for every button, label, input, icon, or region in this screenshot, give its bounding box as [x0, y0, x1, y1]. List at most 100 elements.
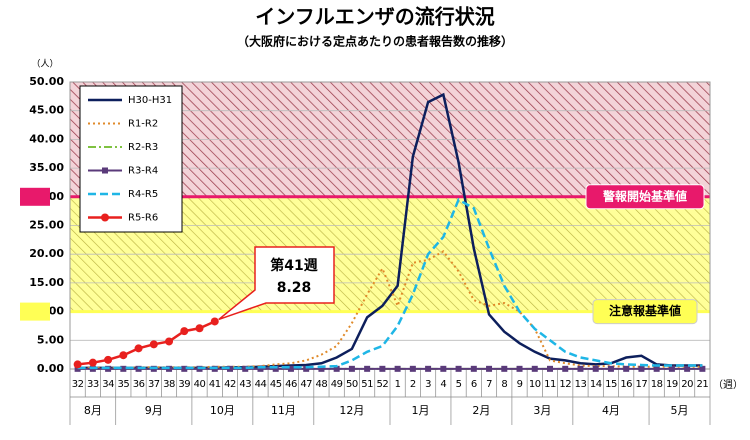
point-marker	[547, 365, 553, 372]
threshold-label-box	[592, 299, 698, 325]
month-label: 5月	[671, 404, 689, 417]
x-tick-label: 45	[270, 379, 282, 390]
point-marker	[577, 365, 584, 372]
point-marker	[638, 365, 645, 372]
point-marker	[303, 365, 310, 372]
x-tick-label: 4	[440, 379, 446, 390]
x-tick-label: 42	[224, 379, 236, 390]
y-tick-label: 25.00	[29, 219, 64, 232]
x-tick-label: 33	[87, 379, 99, 390]
x-tick-label: 46	[285, 379, 297, 390]
x-tick-label: 8	[501, 379, 507, 390]
x-tick-label: 3	[425, 379, 431, 390]
x-tick-label: 40	[194, 379, 206, 390]
point-marker	[592, 365, 599, 372]
threshold-left-marker	[20, 187, 50, 206]
point-marker	[318, 365, 325, 372]
x-tick-label: 11	[544, 379, 556, 390]
month-label: 10月	[210, 404, 235, 417]
point-marker	[227, 365, 233, 372]
x-tick-label: 1	[395, 379, 401, 390]
point-marker	[134, 344, 143, 353]
x-tick-label: 37	[148, 379, 160, 390]
x-tick-label: 18	[651, 379, 663, 390]
x-tick-label: 51	[361, 379, 373, 390]
point-marker	[364, 365, 371, 372]
x-tick-label: 7	[486, 379, 492, 390]
month-label: 3月	[533, 404, 551, 417]
month-label: 9月	[145, 404, 163, 417]
point-marker	[180, 327, 189, 336]
x-tick-label: 41	[209, 379, 221, 390]
point-marker	[531, 365, 538, 372]
point-marker	[165, 337, 174, 346]
point-marker	[272, 365, 279, 372]
point-marker	[104, 355, 113, 364]
month-label: 8月	[84, 404, 102, 417]
legend-label: R3-R4	[128, 166, 158, 177]
y-tick-label: 5.00	[37, 333, 64, 346]
x-tick-label: 43	[239, 379, 251, 390]
y-unit: （人）	[31, 59, 58, 70]
x-tick-label: 17	[636, 379, 648, 390]
x-tick-label: 5	[456, 379, 462, 390]
legend-label: R2-R3	[128, 142, 158, 153]
point-marker	[257, 365, 264, 372]
y-tick-label: 15.00	[29, 276, 64, 289]
chart-title: インフルエンザの流行状況	[255, 5, 494, 29]
x-tick-label: 15	[605, 379, 617, 390]
point-marker	[668, 365, 675, 372]
legend-label: R5-R6	[128, 213, 158, 224]
point-marker	[684, 365, 691, 372]
point-marker	[73, 360, 82, 369]
point-marker	[195, 324, 204, 333]
y-tick-label: 35.00	[29, 161, 64, 174]
y-tick-label: 40.00	[29, 132, 64, 145]
point-marker	[119, 351, 128, 360]
point-marker	[181, 365, 188, 372]
legend-label: R1-R2	[128, 119, 158, 130]
point-marker	[623, 365, 630, 372]
point-marker	[440, 365, 447, 372]
threshold-label: 注意報基準値	[609, 303, 681, 318]
x-tick-label: 32	[72, 379, 84, 390]
x-tick-label: 35	[117, 379, 129, 390]
point-marker	[409, 365, 416, 372]
x-tick-label: 20	[681, 379, 693, 390]
threshold-label-box	[585, 184, 705, 210]
x-tick-label: 49	[331, 379, 343, 390]
callout-value: 8.28	[277, 280, 312, 296]
x-tick-label: 13	[575, 379, 587, 390]
x-tick-label: 47	[300, 379, 312, 390]
x-tick-label: 34	[102, 379, 114, 390]
month-label: 1月	[411, 404, 429, 417]
legend-label: R4-R5	[128, 189, 158, 200]
point-marker	[486, 365, 493, 372]
x-tick-label: 52	[377, 379, 389, 390]
x-unit: （週）	[713, 379, 743, 391]
x-tick-label: 2	[410, 379, 416, 390]
threshold-left-marker	[20, 302, 50, 321]
month-label: 4月	[602, 404, 620, 417]
point-marker	[333, 365, 340, 372]
callout-title: 第41週	[270, 257, 317, 274]
point-marker	[348, 365, 355, 372]
y-tick-label: 0.00	[37, 362, 64, 375]
month-label: 11月	[271, 404, 296, 417]
callout	[218, 246, 335, 321]
x-tick-label: 21	[697, 379, 709, 390]
x-tick-label: 39	[178, 379, 190, 390]
series-line	[77, 197, 703, 370]
y-tick-label: 20.00	[29, 247, 64, 260]
x-tick-label: 50	[346, 379, 358, 390]
point-marker	[120, 365, 127, 372]
point-marker	[425, 365, 432, 372]
legend-label: H30-H31	[128, 95, 172, 106]
point-marker	[88, 358, 97, 367]
point-marker	[379, 365, 386, 372]
point-marker	[699, 365, 706, 372]
point-marker	[653, 365, 660, 372]
x-tick-label: 19	[666, 379, 678, 390]
x-tick-label: 16	[620, 379, 632, 390]
